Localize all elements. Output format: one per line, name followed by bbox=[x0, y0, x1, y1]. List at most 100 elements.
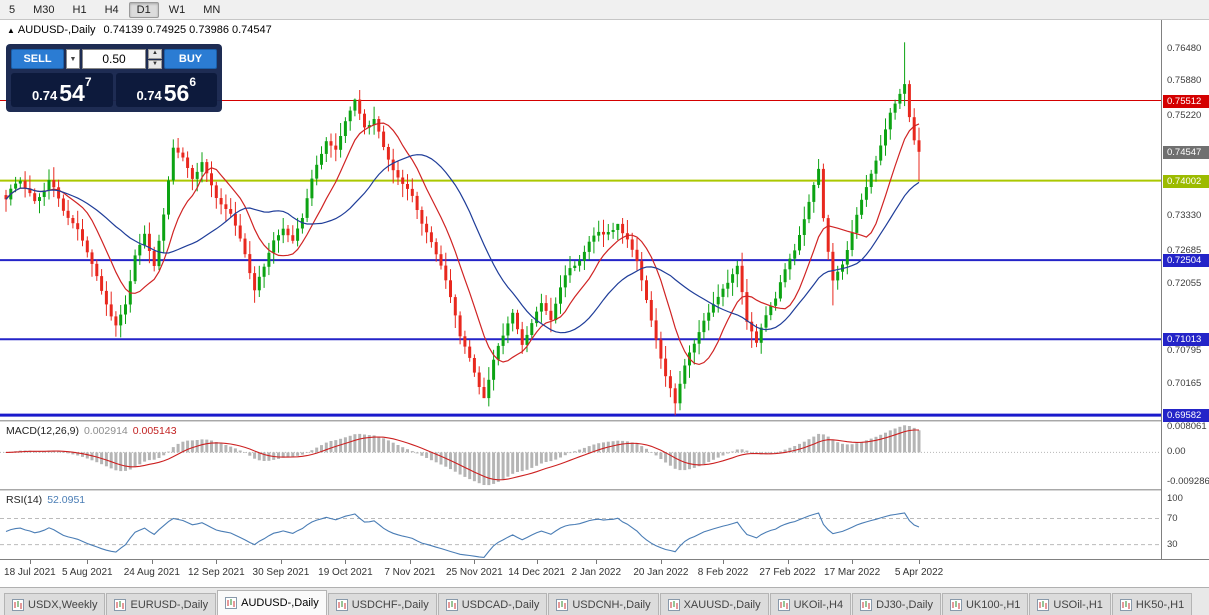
chart-tab-icon bbox=[860, 598, 873, 611]
rsi-indicator-label: RSI(14) 52.0951 bbox=[6, 494, 85, 506]
chart-tab-USOil-,H1[interactable]: USOil-,H1 bbox=[1029, 593, 1111, 615]
chart-tab-label: USOil-,H1 bbox=[1053, 598, 1103, 611]
time-tick bbox=[852, 560, 854, 564]
ohlc-values: 0.74139 0.74925 0.73986 0.74547 bbox=[103, 24, 272, 36]
chart-tab-icon bbox=[777, 598, 790, 611]
macd-pane[interactable] bbox=[0, 422, 1161, 489]
time-tick bbox=[919, 560, 920, 564]
time-label: 27 Feb 2022 bbox=[759, 567, 816, 578]
macd-indicator-label: MACD(12,26,9) 0.002914 0.005143 bbox=[6, 425, 177, 437]
bid-prefix: 0.74 bbox=[31, 88, 58, 103]
chart-tab-icon bbox=[445, 598, 458, 611]
chart-tab-label: EURUSD-,Daily bbox=[130, 598, 209, 611]
sell-button[interactable]: SELL bbox=[11, 49, 64, 69]
timeframe-button-5[interactable]: 5 bbox=[9, 3, 16, 16]
chart-tab-AUDUSD-,Daily[interactable]: AUDUSD-,Daily bbox=[217, 590, 327, 615]
chart-tab-icon bbox=[335, 598, 348, 611]
time-tick bbox=[596, 560, 598, 564]
chart-tab-label: UKOil-,H4 bbox=[793, 598, 844, 611]
volume-input[interactable] bbox=[82, 49, 146, 69]
chart-tab-icon bbox=[556, 598, 569, 611]
time-label: 18 Jul 2021 bbox=[4, 567, 56, 578]
bid-price: 0.74 54 7 bbox=[11, 73, 113, 107]
chart-tab-XAUUSD-,Daily[interactable]: XAUUSD-,Daily bbox=[659, 593, 769, 615]
price-badge: 0.74002 bbox=[1163, 174, 1209, 188]
time-label: 5 Apr 2022 bbox=[894, 567, 944, 578]
volume-dropdown-icon[interactable]: ▼ bbox=[66, 49, 80, 69]
price-axis[interactable]: 0.76480 0.75880 0.75220 0.73330 0.72685 0.720… bbox=[1161, 20, 1209, 559]
timeframe-button-D1[interactable]: D1 bbox=[128, 1, 159, 18]
time-tick bbox=[787, 560, 789, 564]
macd-tick: 0.008061 bbox=[1167, 420, 1207, 432]
ask-pip-digit: 6 bbox=[189, 75, 197, 89]
time-label: 17 Mar 2022 bbox=[824, 567, 881, 578]
chart-tab-USDCNH-,Daily[interactable]: USDCNH-,Daily bbox=[548, 593, 659, 615]
chart-tab-EURUSD-,Daily[interactable]: EURUSD-,Daily bbox=[106, 593, 217, 615]
chart-tab-DJ30-,Daily[interactable]: DJ30-,Daily bbox=[852, 593, 941, 615]
price-tick: 0.76480 bbox=[1167, 43, 1202, 55]
pane-splitter[interactable] bbox=[0, 489, 1209, 491]
time-label: 7 Nov 2021 bbox=[384, 567, 436, 578]
chart-tab-icon bbox=[1037, 598, 1050, 611]
price-tick: 0.72055 bbox=[1167, 277, 1202, 289]
chart-tab-UKOil-,H4[interactable]: UKOil-,H4 bbox=[769, 593, 852, 615]
time-tick bbox=[536, 560, 538, 564]
timeframe-button-MN[interactable]: MN bbox=[203, 3, 221, 16]
price-tick: 0.73330 bbox=[1167, 210, 1202, 222]
chart-tab-label: USDCNH-,Daily bbox=[572, 598, 651, 611]
rsi-tick: 30 bbox=[1167, 538, 1178, 550]
time-tick bbox=[345, 560, 347, 564]
price-tick: 0.70165 bbox=[1167, 378, 1202, 390]
expander-icon[interactable]: ▲ bbox=[7, 26, 15, 35]
macd-name: MACD(12,26,9) bbox=[6, 425, 79, 437]
chart-tab-icon bbox=[225, 597, 238, 609]
timeframe-toolbar: 5 M30 H1 H4 D1 W1 MN bbox=[0, 0, 1209, 20]
chart-tab-label: DJ30-,Daily bbox=[876, 598, 933, 611]
timeframe-button-M30[interactable]: M30 bbox=[33, 3, 55, 16]
volume-stepper: ▲ ▼ bbox=[148, 49, 162, 69]
time-label: 8 Feb 2022 bbox=[697, 567, 749, 578]
quote-row: 0.74 54 7 0.74 56 6 bbox=[11, 73, 217, 107]
time-axis[interactable]: 18 Jul 2021 5 Aug 2021 24 Aug 2021 12 Sep 2… bbox=[0, 559, 1209, 588]
price-badge: 0.71013 bbox=[1163, 333, 1209, 347]
ask-prefix: 0.74 bbox=[136, 88, 162, 103]
ask-big-digits: 56 bbox=[163, 80, 190, 106]
bid-big-digits: 54 bbox=[59, 80, 85, 106]
time-tick bbox=[216, 560, 218, 564]
price-badge: 0.74547 bbox=[1163, 145, 1209, 159]
chart-tab-label: XAUUSD-,Daily bbox=[683, 598, 761, 611]
chart-tab-icon bbox=[949, 598, 962, 611]
chart-tab-USDCAD-,Daily[interactable]: USDCAD-,Daily bbox=[437, 593, 548, 615]
rsi-pane[interactable] bbox=[0, 491, 1161, 559]
symbol-info-line: ▲ AUDUSD-,Daily 0.74139 0.74925 0.73986 0.… bbox=[7, 24, 272, 36]
time-label: 5 Aug 2021 bbox=[61, 567, 113, 578]
chart-window: ▲ AUDUSD-,Daily 0.74139 0.74925 0.73986 0.… bbox=[0, 20, 1209, 588]
rsi-tick: 100 bbox=[1167, 492, 1183, 504]
rsi-tick: 70 bbox=[1167, 512, 1178, 524]
chart-tab-icon bbox=[667, 598, 680, 611]
time-label: 25 Nov 2021 bbox=[446, 567, 503, 578]
chart-tab-UK100-,H1[interactable]: UK100-,H1 bbox=[941, 593, 1029, 615]
buy-button[interactable]: BUY bbox=[164, 49, 217, 69]
chart-tab-icon bbox=[114, 598, 127, 611]
trade-controls-row: SELL ▼ ▲ ▼ BUY bbox=[11, 49, 217, 69]
chart-tab-USDX,Weekly[interactable]: USDX,Weekly bbox=[4, 593, 106, 615]
volume-increment-icon[interactable]: ▲ bbox=[148, 49, 162, 59]
timeframe-button-H4[interactable]: H4 bbox=[104, 3, 119, 16]
timeframe-button-W1[interactable]: W1 bbox=[168, 3, 186, 16]
chart-tab-label: UK100-,H1 bbox=[965, 598, 1021, 611]
chart-tab-USDCHF-,Daily[interactable]: USDCHF-,Daily bbox=[327, 593, 437, 615]
timeframe-button-H1[interactable]: H1 bbox=[72, 3, 87, 16]
volume-decrement-icon[interactable]: ▼ bbox=[148, 59, 162, 69]
chart-tab-label: USDX,Weekly bbox=[28, 598, 98, 611]
pane-splitter[interactable] bbox=[0, 420, 1209, 422]
time-label: 24 Aug 2021 bbox=[123, 567, 180, 578]
time-tick bbox=[87, 560, 89, 564]
time-tick bbox=[660, 560, 662, 564]
price-badge: 0.72504 bbox=[1163, 254, 1209, 268]
time-label: 19 Oct 2021 bbox=[318, 567, 373, 578]
chart-tab-HK50-,H1[interactable]: HK50-,H1 bbox=[1111, 593, 1193, 615]
time-label: 20 Jan 2022 bbox=[633, 567, 689, 578]
time-tick bbox=[723, 560, 724, 564]
